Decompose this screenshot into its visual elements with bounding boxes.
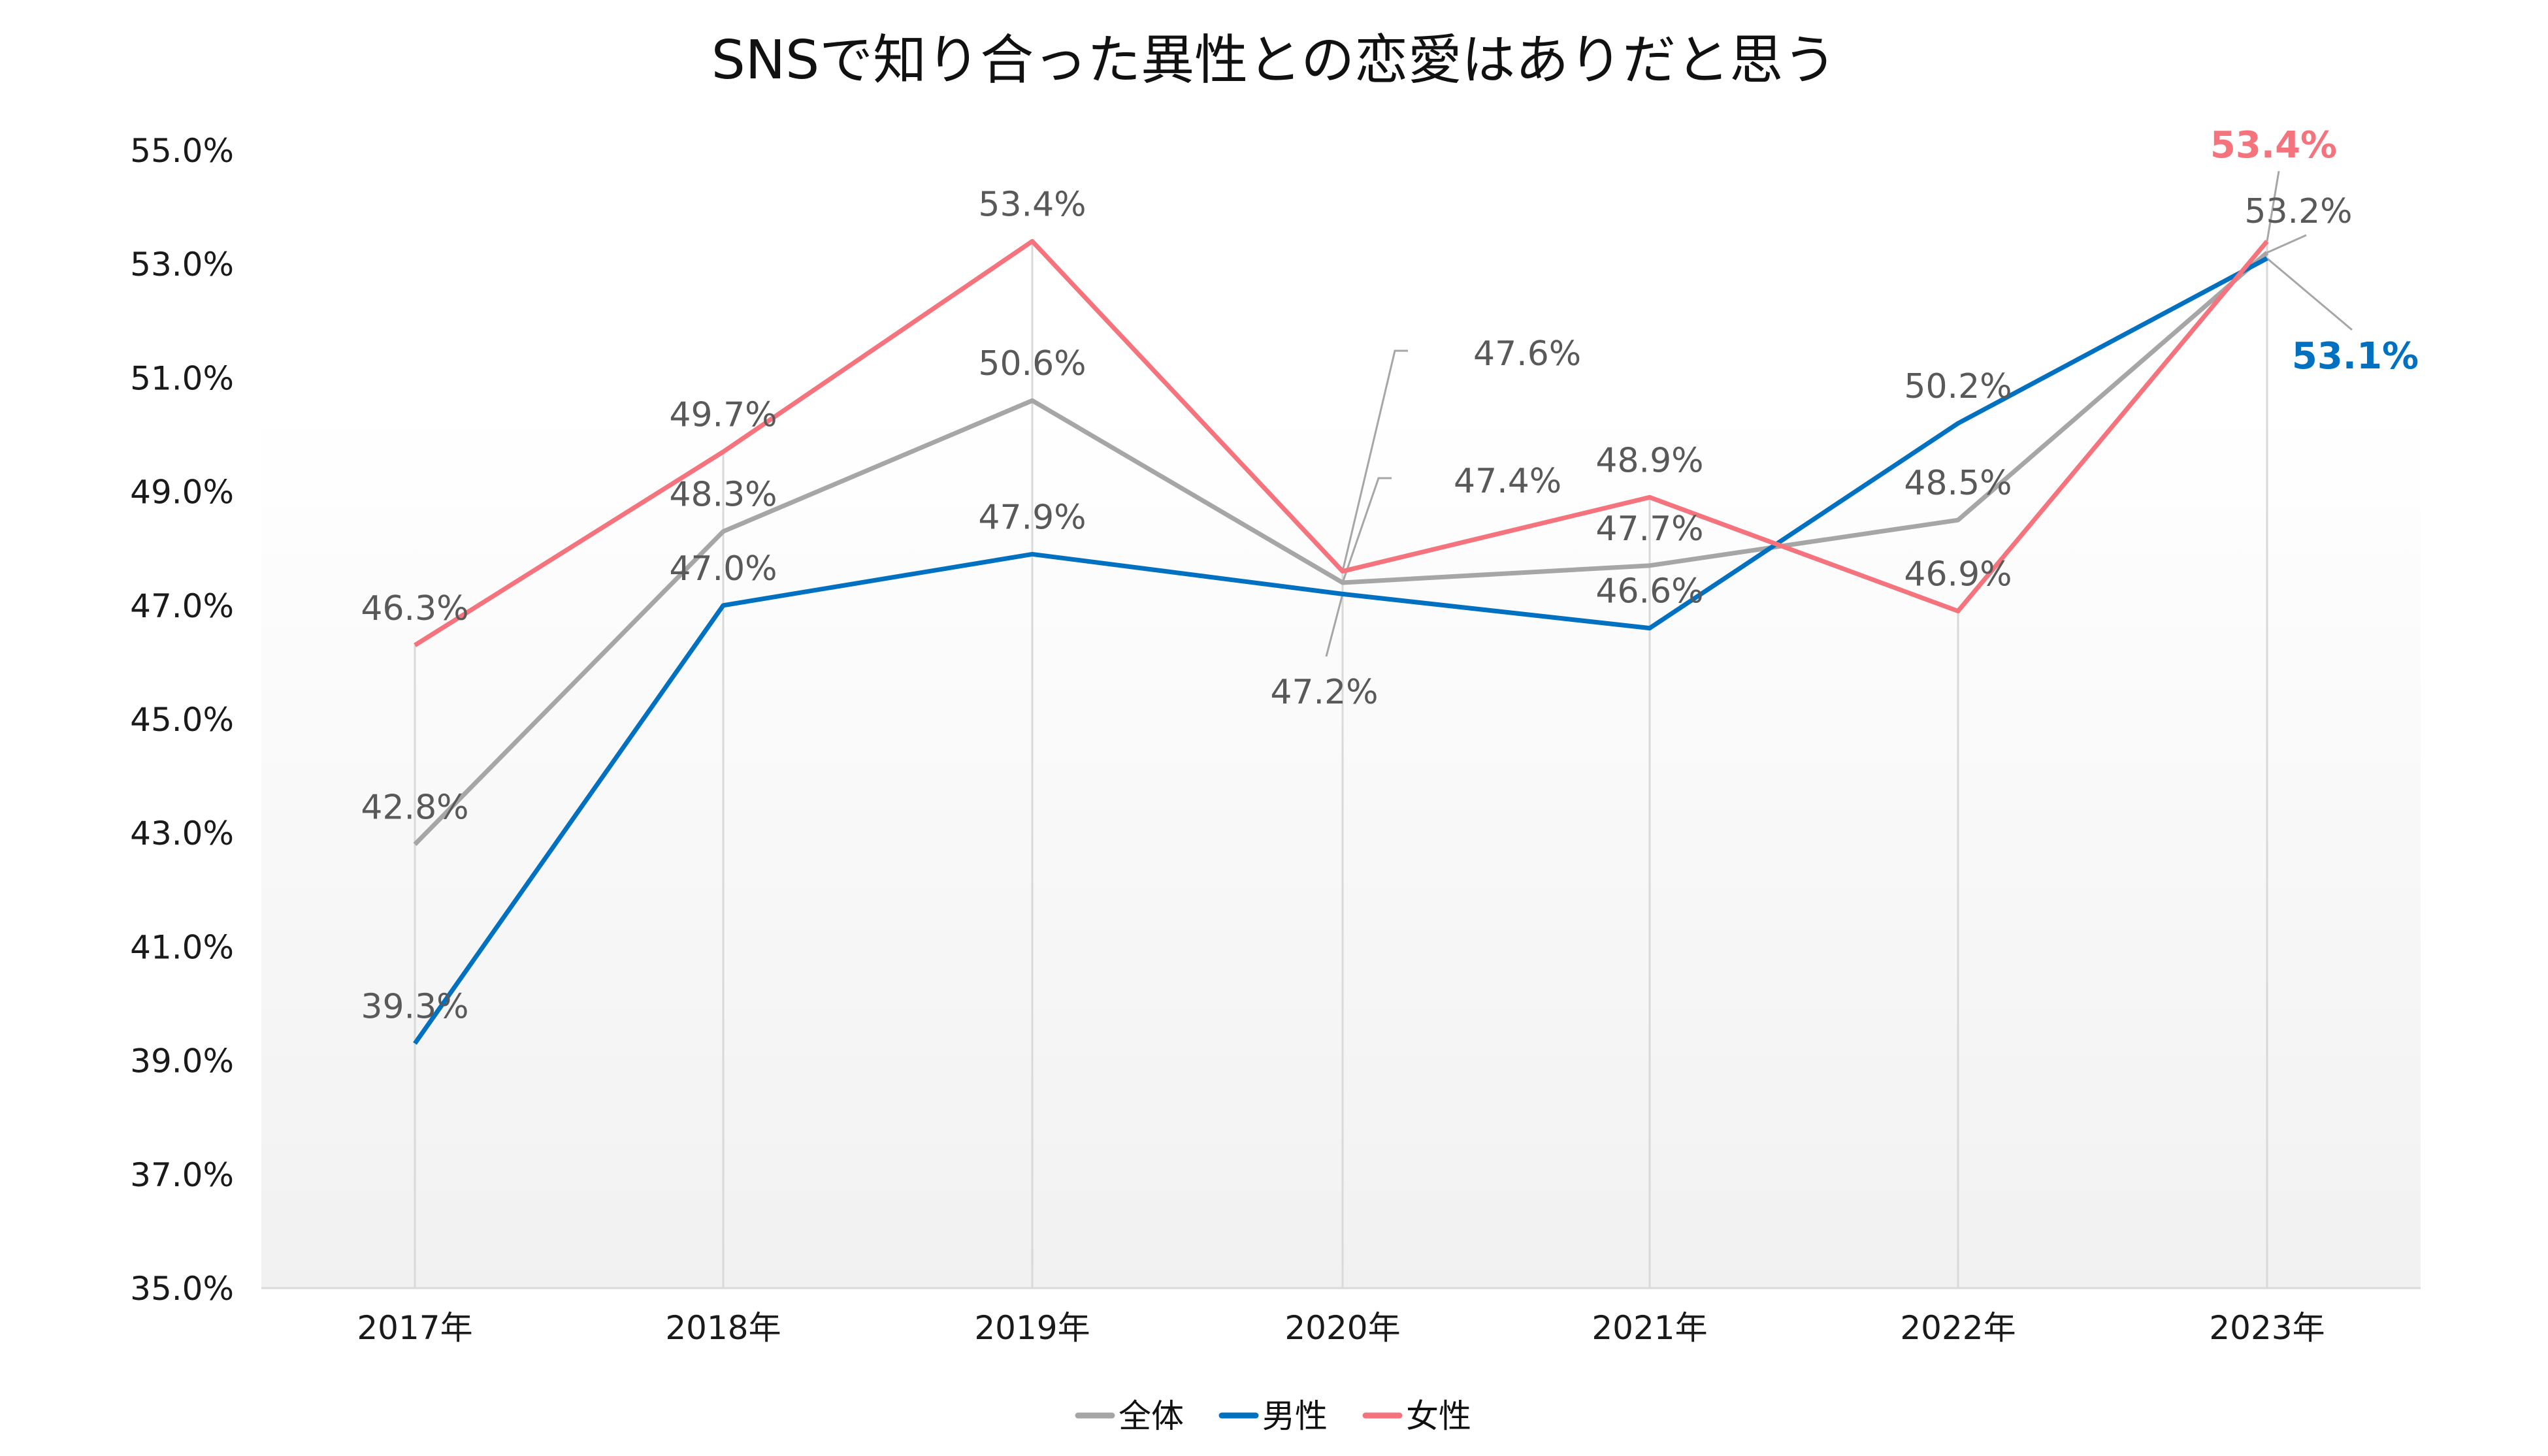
y-tick-label: 39.0% [130,1043,234,1080]
legend-label: 女性 [1406,1397,1471,1435]
data-label: 46.6% [1595,572,1703,611]
x-tick-label: 2021年 [1592,1309,1707,1347]
y-tick-label: 53.0% [130,246,234,283]
legend-label: 男性 [1262,1397,1328,1435]
x-tick-label: 2022年 [1900,1309,2016,1347]
x-tick-label: 2020年 [1284,1309,1400,1347]
legend-item-女性: 女性 [1362,1397,1471,1435]
y-tick-label: 43.0% [130,815,234,852]
leader-line [1341,349,1408,572]
y-tick-label: 37.0% [130,1156,234,1194]
data-label: 53.1% [2292,335,2419,378]
y-tick-label: 45.0% [130,701,234,739]
data-label: 48.5% [1904,464,2012,503]
leader-line [2266,234,2307,254]
data-label: 46.3% [361,589,468,628]
data-label: 47.6% [1473,334,1581,374]
x-tick-label: 2018年 [665,1309,781,1347]
x-tick-label: 2017年 [357,1309,472,1347]
data-label: 47.4% [1454,462,1561,501]
data-label: 39.3% [361,987,468,1026]
data-label: 48.3% [669,476,777,515]
legend-label: 全体 [1119,1397,1184,1435]
data-label: 47.7% [1595,510,1703,549]
leader-line [2266,170,2280,242]
data-label: 47.0% [669,549,777,589]
x-tick-label: 2023年 [2209,1309,2325,1347]
data-label: 49.7% [669,396,777,435]
leader-line [2266,257,2353,331]
series-line-女性 [414,238,2269,647]
data-label: 53.2% [2244,192,2352,231]
y-tick-label: 47.0% [130,587,234,625]
data-label: 42.8% [361,788,468,828]
x-tick-label: 2019年 [974,1309,1090,1347]
y-tick-label: 35.0% [130,1270,234,1308]
data-label: 50.2% [1904,367,2012,406]
y-tick-label: 41.0% [130,928,234,966]
series-line-全体 [413,251,2269,847]
data-label: 53.4% [978,185,1086,224]
legend-item-全体: 全体 [1075,1397,1184,1435]
y-tick-label: 49.0% [130,474,234,511]
plot-background [261,405,2421,1288]
data-label: 46.9% [1904,555,2012,594]
data-label: 47.2% [1270,673,1378,712]
leader-line [1325,594,1344,657]
leader-line [1341,477,1392,583]
series-line-男性 [413,256,2268,1045]
y-tick-label: 55.0% [130,132,234,170]
legend-item-男性: 男性 [1218,1397,1328,1435]
y-tick-label: 51.0% [130,359,234,397]
data-label: 47.9% [978,498,1086,537]
chart-title: SNSで知り合った異性との恋愛はありだと思う [711,29,1837,91]
data-label: 48.9% [1595,441,1703,480]
data-label: 50.6% [978,344,1086,383]
data-label: 53.4% [2210,124,2337,167]
